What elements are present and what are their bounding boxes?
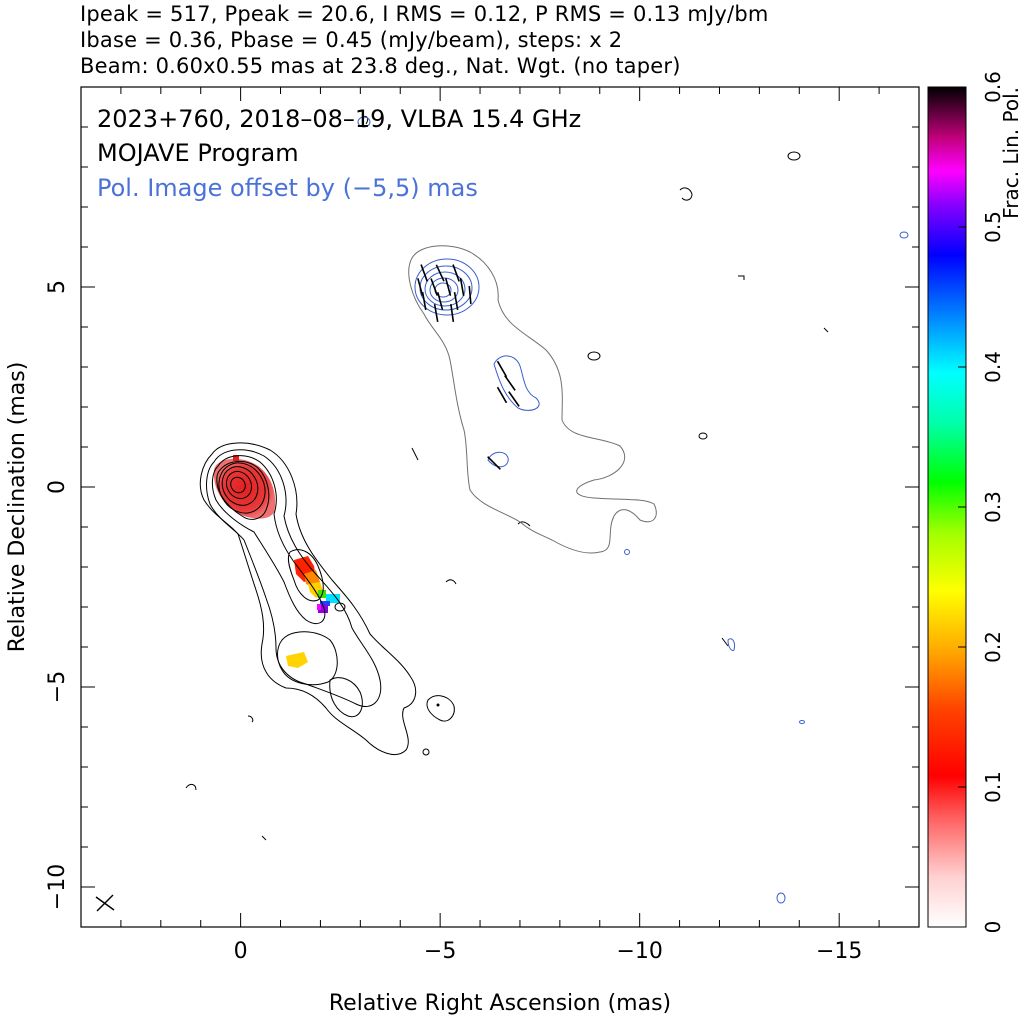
intensity-contour-small-14	[721, 637, 729, 647]
pol-contour-knot	[493, 355, 540, 411]
frac-pol-diffuse-patch	[286, 652, 308, 668]
x-tick-label: −15	[816, 939, 862, 964]
plot-title: 2023+760, 2018–08–19, VLBA 15.4 GHz	[97, 105, 581, 133]
pol-contour-4	[429, 277, 459, 303]
evpa-tick	[459, 277, 465, 297]
header-line-intensity-stats: Ipeak = 517, Ppeak = 20.6, I RMS = 0.12,…	[80, 2, 769, 26]
evpa-tick	[420, 264, 429, 282]
evpa-tick	[453, 291, 459, 311]
intensity-contour-level-3	[211, 455, 326, 624]
evpa-tick	[504, 375, 516, 391]
colorbar: 0 0.1 0.2 0.3 0.4 0.5 0.6 Frac. Lin. Pol.	[927, 71, 1023, 933]
intensity-contour-small-2	[426, 695, 455, 722]
pol-contour-small-6	[799, 720, 805, 724]
x-tick-label: 0	[234, 939, 248, 964]
evpa-tick	[417, 278, 424, 296]
pol-contour-small-5	[624, 549, 630, 555]
colorbar-tick-label: 0.3	[981, 491, 1005, 523]
colorbar-tick-label: 0.4	[981, 351, 1005, 383]
pol-contour-small-3	[776, 892, 786, 904]
evpa-tick	[421, 291, 427, 311]
evpa-tick	[437, 292, 444, 310]
y-axis-label: Relative Declination (mas)	[5, 362, 30, 653]
intensity-contour-small-1	[334, 602, 346, 612]
total-intensity-contours	[185, 115, 829, 841]
intensity-contour-level-2	[206, 449, 382, 707]
header-line-base-levels: Ibase = 0.36, Pbase = 0.45 (mJy/beam), s…	[80, 28, 623, 52]
intensity-contour-small-13	[738, 275, 745, 280]
colorbar-ticks: 0 0.1 0.2 0.3 0.4 0.5 0.6	[958, 71, 1005, 933]
beam-symbol	[95, 894, 115, 912]
x-axis-tick-labels: 0 −5 −10 −15	[234, 939, 863, 964]
colorbar-label: Frac. Lin. Pol.	[999, 87, 1023, 219]
frac-pol-knot-cyan	[326, 594, 340, 603]
intensity-contour-tail-island	[329, 677, 363, 718]
intensity-contour-level-4	[216, 461, 270, 520]
intensity-contour-small-12	[247, 715, 254, 723]
intensity-contour-small-9	[679, 187, 693, 201]
evpa-tick	[496, 360, 508, 378]
intensity-contour-knot	[287, 549, 324, 602]
y-axis-tick-labels: 5 0 −5 −10	[45, 280, 70, 910]
evpa-tick	[496, 386, 508, 404]
intensity-contour-level-7	[225, 470, 253, 500]
intensity-contour-outer	[199, 442, 417, 755]
frac-pol-core-speck	[233, 455, 239, 461]
evpa-tick	[435, 264, 445, 282]
intensity-contour-small-6	[517, 521, 531, 527]
colorbar-tick-label: 0.2	[981, 631, 1005, 663]
x-tick-label: −5	[424, 939, 456, 964]
pol-contour-1	[414, 258, 480, 316]
axis-ticks	[81, 87, 919, 927]
plot-area: 2023+760, 2018–08–19, VLBA 15.4 GHz MOJA…	[80, 86, 920, 928]
y-tick-label: −5	[45, 671, 70, 703]
pol-contour-small-4	[899, 231, 909, 239]
pol-contour-small-2	[727, 638, 735, 651]
intensity-contour-level-5	[218, 462, 266, 514]
x-axis-label: Relative Right Ascension (mas)	[329, 991, 671, 1016]
intensity-contour-small-11	[185, 783, 197, 791]
intensity-contour-small-10	[787, 151, 801, 161]
colorbar-tick-label: 0.6	[981, 71, 1005, 103]
polarization-outer-contour	[408, 245, 657, 554]
pol-contour-small-7	[357, 116, 371, 128]
intensity-contour-small-3	[422, 748, 430, 756]
plot-frame	[80, 86, 920, 928]
colorbar-tick-label: 0	[981, 921, 1005, 934]
plot-annotation-offset: Pol. Image offset by (−5,5) mas	[97, 174, 478, 202]
x-tick-label: −10	[616, 939, 662, 964]
evpa-tick	[433, 303, 439, 323]
y-tick-label: 5	[45, 280, 70, 294]
intensity-contour-level-6	[221, 466, 259, 506]
colorbar-tick-label: 0.1	[981, 771, 1005, 803]
intensity-contour-small-4	[411, 447, 419, 461]
frac-pol-knot-magenta	[317, 604, 321, 610]
evpa-tick	[445, 278, 452, 296]
frac-pol-knot-violet	[318, 605, 328, 613]
header-line-beam: Beam: 0.60x0.55 mas at 23.8 deg., Nat. W…	[80, 54, 681, 78]
intensity-contour-small-7	[587, 351, 601, 361]
y-tick-label: 0	[45, 480, 70, 494]
colorbar-tick-label: 0.5	[981, 211, 1005, 243]
pol-peak-dot	[436, 703, 440, 707]
evpa-tick	[430, 278, 438, 296]
intensity-contour-small-8	[698, 432, 708, 440]
intensity-contour-small-5	[445, 579, 457, 585]
evpa-tick	[487, 456, 501, 470]
intensity-contour-level-8	[230, 476, 246, 494]
evpa-tick	[508, 391, 520, 407]
intensity-contour-small-16	[261, 835, 267, 841]
intensity-contour-small-15	[823, 327, 829, 333]
evpa-tick-group	[417, 264, 520, 470]
evpa-tick	[452, 264, 460, 282]
evpa-tick	[450, 303, 455, 323]
intensity-contour-diffuse-island	[277, 631, 338, 686]
frac-pol-knot-blue	[320, 601, 330, 606]
evpa-tick	[468, 285, 472, 305]
plot-subtitle: MOJAVE Program	[97, 139, 299, 167]
pol-contour-3	[424, 271, 466, 307]
y-tick-label: −10	[45, 864, 70, 910]
